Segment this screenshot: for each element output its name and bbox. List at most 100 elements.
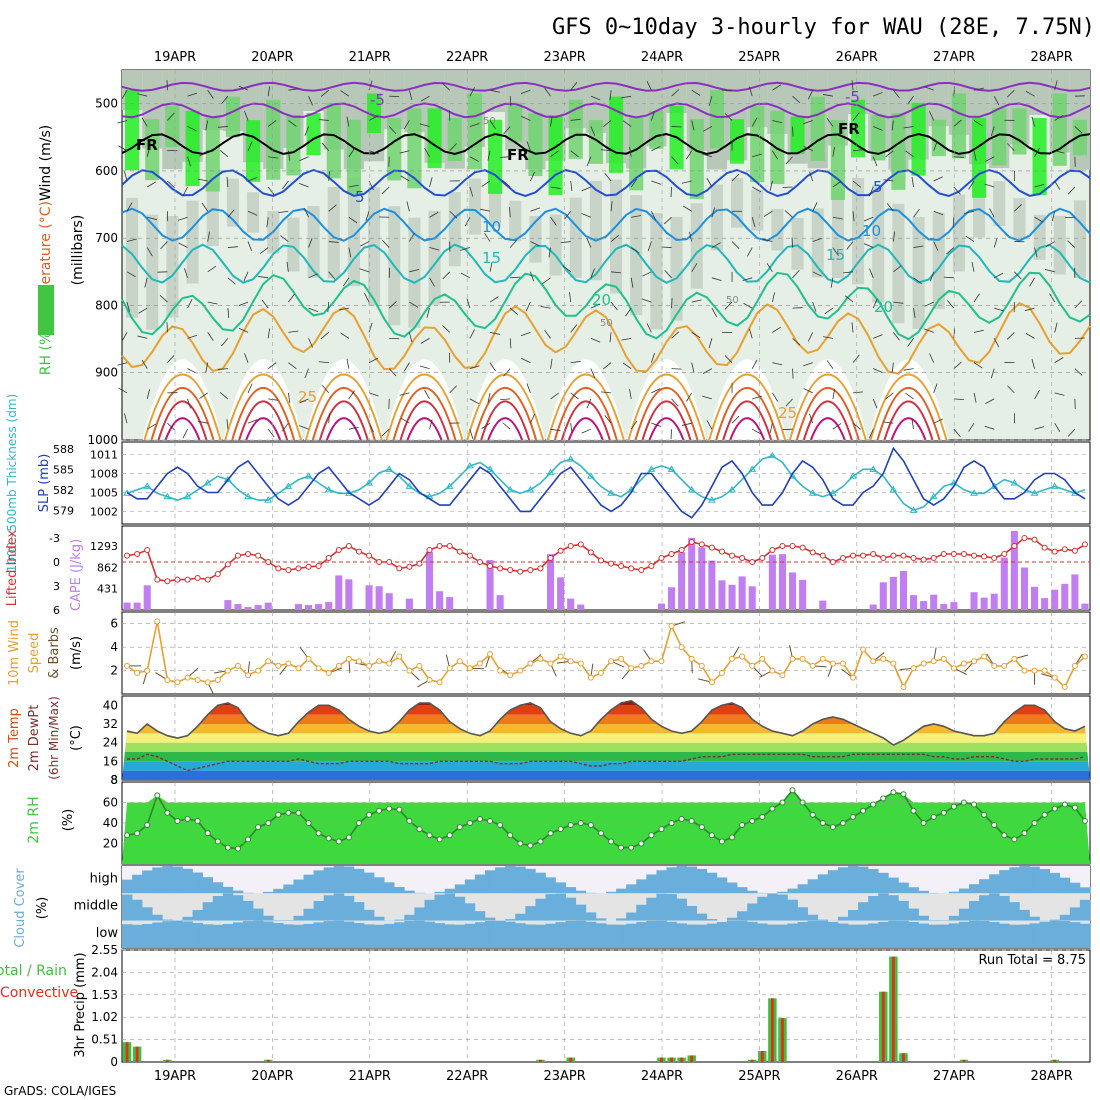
- rh-moist-patch: [246, 120, 261, 182]
- wind-barb: [590, 95, 601, 101]
- cape-bar: [1000, 557, 1008, 610]
- cloud-bar: [263, 915, 274, 921]
- wind-barb: [852, 354, 860, 363]
- lifted-index-line-point: [527, 567, 534, 573]
- lifted-index-line-point: [698, 541, 705, 548]
- wind-barb: [489, 296, 499, 303]
- wind-barb: [1054, 422, 1061, 432]
- cloud-bar: [485, 920, 496, 948]
- cloud-bar: [474, 874, 486, 894]
- wind-barb: [609, 90, 612, 101]
- wind-speed-line-point: [698, 662, 705, 669]
- rh-band: [1073, 200, 1086, 278]
- rh-line-point: [809, 811, 816, 818]
- wind-barb: [610, 201, 613, 212]
- rh-band: [206, 182, 219, 247]
- wind-barb: [590, 126, 596, 136]
- cape-bar: [577, 604, 585, 610]
- wind-barb: [731, 241, 740, 249]
- cloud-bar: [676, 866, 687, 894]
- wind-barb: [308, 96, 313, 106]
- rh-line-point: [154, 792, 161, 799]
- wind-barb: [500, 398, 511, 401]
- rh-line-point: [759, 813, 766, 820]
- wind-barb: [480, 208, 491, 212]
- wind-barb: [630, 247, 640, 254]
- wind-barb: [409, 232, 415, 242]
- wind-speed-line-point: [1061, 683, 1068, 690]
- pressure-tick: 600: [95, 164, 118, 178]
- lifted-index-line-point: [476, 559, 483, 565]
- wind-barb: [308, 307, 319, 313]
- date-label-top: 26APR: [836, 50, 878, 65]
- cloud-bar: [273, 888, 284, 894]
- cloud-bar: [162, 921, 173, 948]
- wind-barb: [933, 241, 939, 251]
- wind-barb: [318, 361, 329, 364]
- cloud-bar: [868, 895, 879, 921]
- wind-barb: [590, 303, 601, 309]
- wind-barb: [178, 242, 188, 248]
- wind-barb: [247, 210, 258, 216]
- wind-barb: [702, 395, 712, 400]
- isotherm-dome: [143, 373, 222, 441]
- wind-barb: [1034, 247, 1038, 258]
- cape-bar: [496, 595, 504, 610]
- isotherm-dome: [311, 387, 376, 441]
- wind-barb: [1014, 204, 1022, 212]
- lifted-index-line-point: [124, 552, 131, 559]
- wind-barb: [812, 202, 818, 212]
- cloud-bar: [958, 908, 970, 921]
- wind-barb: [489, 331, 500, 335]
- cloud-bar: [333, 920, 345, 948]
- isotherm-dome: [715, 387, 780, 441]
- cloud-bar: [222, 923, 234, 948]
- wind-tick: 6: [110, 617, 118, 631]
- wind-barb: [671, 398, 679, 407]
- cloud-bar: [293, 924, 304, 948]
- wind-barb: [1054, 357, 1064, 363]
- date-label-top: 25APR: [738, 50, 780, 65]
- wind-speed-line-point: [305, 655, 312, 662]
- rh-line-point: [991, 822, 998, 829]
- thickness-line-point: [203, 479, 212, 486]
- rh-legend-swatch: [38, 285, 54, 335]
- wind-barb: [883, 179, 894, 182]
- rh-moist-patch: [225, 96, 240, 138]
- rh-line-point: [1061, 801, 1068, 808]
- rh-line-point: [718, 838, 725, 845]
- wind-barb: [420, 95, 430, 102]
- rh-moist-patch: [125, 90, 140, 171]
- lifted-index-line-point: [144, 547, 151, 553]
- rh-line-point: [325, 835, 332, 842]
- wind-speed-line-point: [870, 658, 877, 665]
- wind-barb: [487, 150, 491, 161]
- slp-tick: 1005: [90, 486, 118, 499]
- thickness-line-point: [526, 485, 535, 493]
- wind-barb: [671, 156, 679, 165]
- rh-line-point: [870, 801, 877, 808]
- rh-band: [791, 217, 804, 270]
- cloud-bar: [888, 895, 899, 921]
- wind-barb: [843, 271, 854, 274]
- wind-barb: [548, 247, 551, 258]
- cloud-bar: [999, 870, 1010, 894]
- cloud-bar: [686, 905, 698, 921]
- cloud-bar: [706, 923, 718, 948]
- cloud-bar: [585, 912, 597, 921]
- wind-speed-line-point: [779, 672, 786, 679]
- panel-frame-precip: [121, 949, 1091, 1063]
- wind-barb: [826, 360, 834, 369]
- rh-moist-patch: [185, 110, 200, 187]
- wind-barb: [1031, 116, 1035, 127]
- isotherm-dome: [553, 387, 618, 441]
- wind-barb: [359, 241, 370, 247]
- wind-barb: [187, 398, 192, 409]
- wind-barb: [221, 95, 229, 105]
- cloud-bar: [353, 902, 365, 921]
- rh-line-point: [880, 795, 887, 802]
- rh-contour-label: 50: [483, 116, 496, 127]
- upper-units-label: (millibars): [70, 215, 86, 286]
- wind-barb: [570, 392, 579, 400]
